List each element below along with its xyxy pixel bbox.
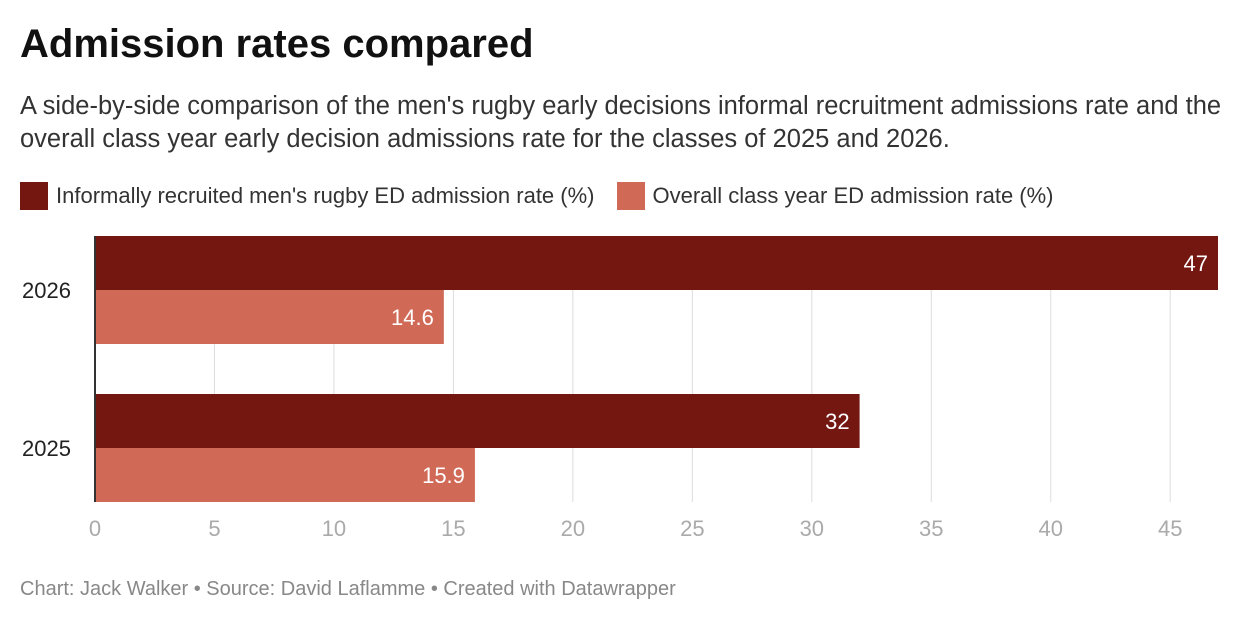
bar-2025-series-1 bbox=[95, 448, 475, 502]
x-tick-label-10: 10 bbox=[322, 516, 346, 541]
bar-label-2025-series-0: 32 bbox=[825, 409, 849, 434]
x-tick-label-45: 45 bbox=[1158, 516, 1182, 541]
x-tick-label-0: 0 bbox=[89, 516, 101, 541]
bar-2025-series-0 bbox=[95, 394, 860, 448]
legend: Informally recruited men's rugby ED admi… bbox=[20, 180, 1076, 212]
chart-subtitle: A side-by-side comparison of the men's r… bbox=[20, 92, 1222, 153]
legend-item-rugby: Informally recruited men's rugby ED admi… bbox=[20, 182, 595, 210]
bar-2026-series-0 bbox=[95, 236, 1218, 290]
chart-footer: Chart: Jack Walker • Source: David Lafla… bbox=[20, 578, 676, 600]
bar-label-2026-series-1: 14.6 bbox=[391, 305, 434, 330]
x-tick-label-30: 30 bbox=[800, 516, 824, 541]
legend-swatch-overall bbox=[616, 182, 645, 210]
chart-title: Admission rates compared bbox=[20, 22, 534, 66]
bar-label-2025-series-1: 15.9 bbox=[422, 463, 465, 488]
category-label-2026: 2026 bbox=[22, 278, 71, 303]
x-tick-label-15: 15 bbox=[441, 516, 465, 541]
x-tick-label-25: 25 bbox=[680, 516, 704, 541]
legend-item-overall: Overall class year ED admission rate (%) bbox=[616, 182, 1054, 210]
x-tick-label-35: 35 bbox=[919, 516, 943, 541]
bar-2026-series-1 bbox=[95, 290, 444, 344]
category-label-2025: 2025 bbox=[22, 436, 71, 461]
x-tick-label-20: 20 bbox=[561, 516, 585, 541]
legend-label-overall: Overall class year ED admission rate (%) bbox=[652, 183, 1054, 208]
x-tick-label-5: 5 bbox=[208, 516, 220, 541]
legend-label-rugby: Informally recruited men's rugby ED admi… bbox=[56, 183, 595, 208]
bar-label-2026-series-0: 47 bbox=[1184, 251, 1208, 276]
x-tick-label-40: 40 bbox=[1039, 516, 1063, 541]
legend-swatch-rugby bbox=[20, 182, 48, 210]
